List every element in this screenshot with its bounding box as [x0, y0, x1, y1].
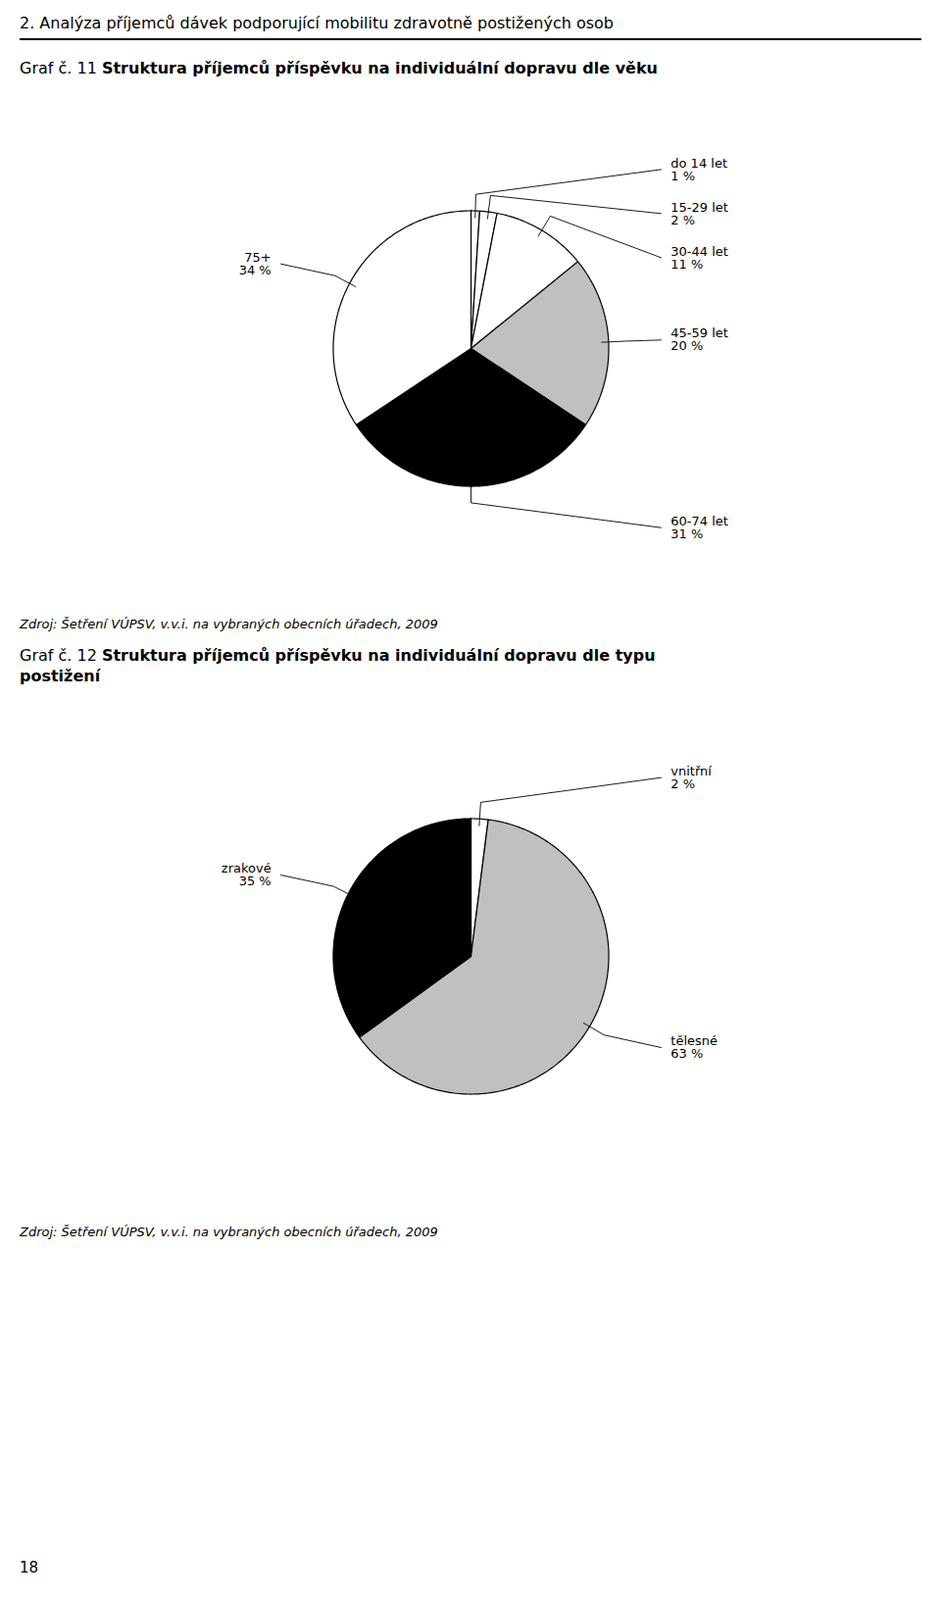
html-text:2. Analýza příjemců dávek podp: 2. Analýza příjemců dávek podporující mo… [19, 13, 614, 33]
svg-text:vnitřní2 %: vnitřní2 % [670, 763, 712, 792]
svg-text:zrakové35 %: zrakové35 % [221, 860, 272, 889]
html-text:18: 18 [19, 1558, 39, 1577]
svg-text:75+34 %: 75+34 % [239, 248, 272, 277]
html-text:Graf č. 11 Struktura příjemců: Graf č. 11 Struktura příjemců příspěvku … [19, 58, 658, 78]
svg-text:15-29 let2 %: 15-29 let2 % [670, 198, 729, 227]
html-text:Graf č. 12 Struktura příjemců: Graf č. 12 Struktura příjemců příspěvku … [19, 645, 656, 686]
html-text:Zdroj: Šetření VÚPSV, v.v.i. n: Zdroj: Šetření VÚPSV, v.v.i. na vybranýc… [19, 616, 438, 631]
svg-text:tělesné63 %: tělesné63 % [670, 1033, 718, 1061]
svg-text:do 14 let1 %: do 14 let1 % [670, 154, 728, 183]
html-text:Zdroj: Šetření VÚPSV, v.v.i. n: Zdroj: Šetření VÚPSV, v.v.i. na vybranýc… [19, 1224, 438, 1239]
svg-text:30-44 let11 %: 30-44 let11 % [670, 243, 729, 271]
svg-text:45-59 let20 %: 45-59 let20 % [670, 325, 729, 353]
svg-text:60-74 let31 %: 60-74 let31 % [670, 512, 729, 541]
